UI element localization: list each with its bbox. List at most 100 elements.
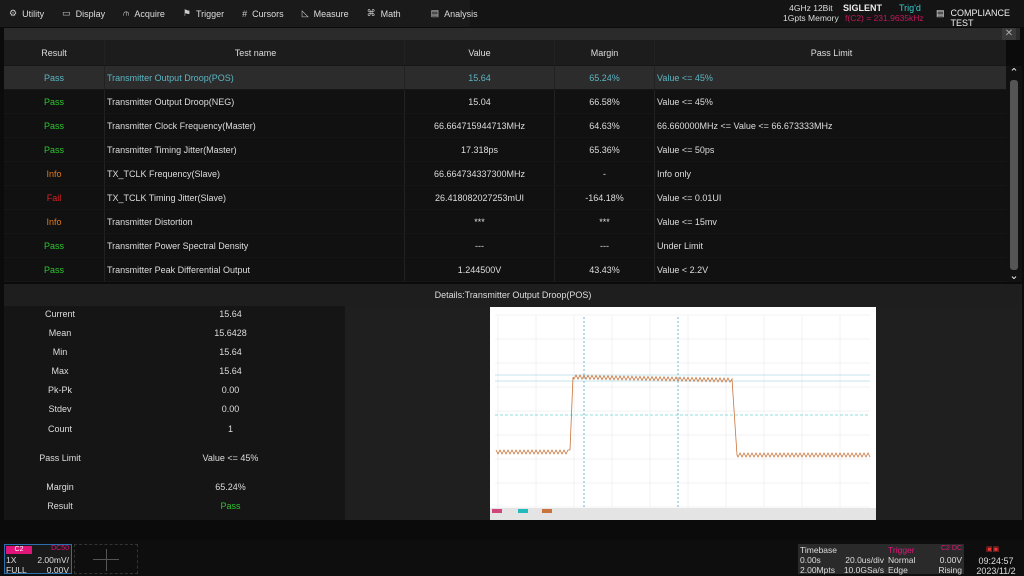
menu-label: Analysis: [444, 8, 478, 19]
channel-scale: 2.00mV/: [37, 555, 69, 565]
result-cell: Pass: [4, 90, 105, 113]
trigger-title: Trigger: [888, 545, 915, 555]
table-row[interactable]: Pass Transmitter Output Droop(NEG) 15.04…: [4, 90, 1006, 114]
main-menu: ⚙ Utility ▭ Display ⫙ Acquire ⚑ Trigger # Cursors…: [0, 0, 478, 27]
timebase-scale: 20.0us/div: [845, 555, 884, 565]
result-cell: Pass: [4, 66, 105, 89]
pass-limit-cell: Value <= 15mv: [657, 216, 717, 227]
margin-cell: ***: [555, 210, 655, 233]
chevron-down-icon[interactable]: ⌄: [1009, 270, 1019, 282]
menu-display[interactable]: ▭ Display: [53, 0, 114, 27]
margin-cell: -: [555, 162, 655, 185]
table-row[interactable]: Pass Transmitter Output Droop(POS) 15.64…: [4, 66, 1006, 90]
margin-cell: 65.24%: [555, 66, 655, 89]
value-cell: 66.664734337300MHz: [405, 162, 555, 185]
menu-acquire[interactable]: ⫙ Acquire: [114, 0, 174, 27]
stat-value: 65.24%: [215, 482, 246, 492]
menu-analysis[interactable]: ▤ Analysis: [422, 0, 487, 27]
math-icon: ⌘: [366, 8, 376, 18]
timebase-delay: 0.00s: [800, 555, 821, 565]
table-row[interactable]: Pass Transmitter Timing Jitter(Master) 1…: [4, 138, 1006, 162]
chevron-up-icon[interactable]: ⌃: [1009, 67, 1019, 79]
measure-icon: ◺: [301, 8, 309, 18]
column-header: Result: [4, 40, 105, 65]
table-row[interactable]: Info Transmitter Distortion *** *** Valu…: [4, 210, 1006, 234]
result-cell: Pass: [4, 114, 105, 137]
compliance-test-menu[interactable]: ▤ COMPLIANCE TEST: [936, 8, 1024, 28]
table-row[interactable]: Info TX_TCLK Frequency(Slave) 66.6647343…: [4, 162, 1006, 186]
frequency-counter: f(C2) = 231.9635kHz: [845, 13, 924, 23]
result-cell: Fail: [4, 186, 105, 209]
stat-row: Pass Limit Value <= 45%: [4, 453, 345, 463]
compliance-test-label: COMPLIANCE TEST: [950, 8, 1011, 28]
stat-value: 1: [227, 424, 233, 434]
gear-icon: ⚙: [9, 8, 18, 18]
waveform-screenshot: [490, 307, 876, 520]
stat-value: 15.64: [219, 309, 242, 319]
column-header: Pass Limit: [810, 47, 853, 58]
trigger-mode: Normal: [888, 555, 916, 565]
timebase-descriptor[interactable]: Timebase 0.00s 20.0us/div 2.00Mpts 10.0G…: [798, 544, 886, 575]
menu-measure[interactable]: ◺ Measure: [293, 0, 358, 27]
channel-probe: 1X: [6, 555, 17, 565]
menu-trigger[interactable]: ⚑ Trigger: [174, 0, 233, 27]
trigger-descriptor[interactable]: Trigger C2 DC Normal 0.00V Edge Rising: [886, 544, 964, 575]
table-row[interactable]: Pass Transmitter Clock Frequency(Master)…: [4, 114, 1006, 138]
stat-label: Min: [52, 347, 68, 357]
menu-label: Cursors: [252, 8, 284, 19]
margin-cell: 66.58%: [555, 90, 655, 113]
margin-cell: -164.18%: [555, 186, 655, 209]
pass-limit-cell: Value <= 50ps: [657, 144, 715, 155]
value-cell: ---: [405, 234, 555, 257]
analysis-icon: ▤: [430, 8, 440, 18]
stat-label: Pk-Pk: [47, 385, 72, 395]
pass-limit-cell: Value <= 45%: [657, 72, 713, 83]
test-name-cell: TX_TCLK Timing Jitter(Slave): [105, 186, 405, 209]
channel-offset: 0.00V: [46, 565, 69, 575]
channel-c2-descriptor[interactable]: C2 DC50 1X 2.00mV/ FULL 0.00V: [4, 544, 72, 575]
stat-row: Count 1: [4, 424, 345, 434]
stat-label: Stdev: [48, 404, 72, 414]
stat-row: Pk-Pk 0.00: [4, 385, 345, 395]
result-cell: Info: [4, 162, 105, 185]
spec-memory: 1Gpts Memory: [783, 13, 839, 23]
menu-utility[interactable]: ⚙ Utility: [0, 0, 53, 27]
trigger-source: C2 DC: [940, 545, 962, 552]
flag-icon: ⚑: [182, 8, 191, 18]
channel-tag: C2: [6, 546, 32, 554]
table-row[interactable]: Fail TX_TCLK Timing Jitter(Slave) 26.418…: [4, 186, 1006, 210]
value-cell: 15.04: [405, 90, 555, 113]
stat-label: Count: [47, 424, 73, 434]
trigger-state: Trig'd: [899, 3, 921, 13]
menu-math[interactable]: ⌘ Math: [358, 0, 410, 27]
test-name-cell: Transmitter Output Droop(NEG): [105, 90, 405, 113]
stat-row: Result Pass: [4, 501, 345, 511]
stat-value: Value <= 45%: [202, 453, 259, 463]
margin-cell: ---: [555, 234, 655, 257]
stat-label: Pass Limit: [39, 453, 81, 463]
trigger-level: 0.00V: [939, 555, 962, 565]
stat-value: 15.6428: [214, 328, 247, 338]
menu-label: Acquire: [134, 8, 165, 19]
result-cell: Pass: [4, 258, 105, 281]
clock-date: 2023/11/2: [976, 566, 1016, 576]
value-cell: 1.244500V: [405, 258, 555, 281]
add-channel-button[interactable]: [74, 544, 138, 574]
stat-row: Margin 65.24%: [4, 482, 345, 492]
menu-cursors[interactable]: # Cursors: [233, 0, 293, 27]
table-row[interactable]: Pass Transmitter Peak Differential Outpu…: [4, 258, 1006, 282]
table-scrollbar[interactable]: ⌃ ⌄: [1006, 66, 1022, 282]
document-icon: ▤: [936, 8, 945, 18]
value-cell: 66.664715944713MHz: [405, 114, 555, 137]
test-name-cell: Transmitter Timing Jitter(Master): [105, 138, 405, 161]
margin-cell: 65.36%: [555, 138, 655, 161]
close-icon[interactable]: ✕: [1002, 28, 1016, 40]
pass-limit-cell: Value < 2.2V: [657, 264, 709, 275]
table-row[interactable]: Pass Transmitter Power Spectral Density …: [4, 234, 1006, 258]
pass-limit-cell: Value <= 0.01UI: [657, 192, 722, 203]
scrollbar-thumb[interactable]: [1010, 80, 1018, 270]
clock: 09:24:57 2023/11/2: [968, 556, 1024, 576]
test-name-cell: TX_TCLK Frequency(Slave): [105, 162, 405, 185]
stat-label: Mean: [48, 328, 72, 338]
margin-cell: 64.63%: [555, 114, 655, 137]
